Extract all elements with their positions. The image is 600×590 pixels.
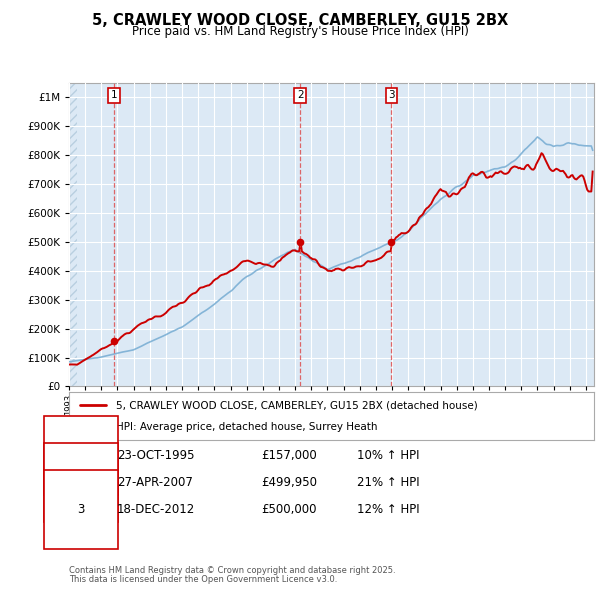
Text: Price paid vs. HM Land Registry's House Price Index (HPI): Price paid vs. HM Land Registry's House … — [131, 25, 469, 38]
Text: 5, CRAWLEY WOOD CLOSE, CAMBERLEY, GU15 2BX: 5, CRAWLEY WOOD CLOSE, CAMBERLEY, GU15 2… — [92, 13, 508, 28]
Text: 23-OCT-1995: 23-OCT-1995 — [117, 449, 194, 462]
Text: 3: 3 — [388, 90, 395, 100]
Text: 27-APR-2007: 27-APR-2007 — [117, 476, 193, 489]
Text: 12% ↑ HPI: 12% ↑ HPI — [357, 503, 419, 516]
Text: 21% ↑ HPI: 21% ↑ HPI — [357, 476, 419, 489]
Text: 2: 2 — [77, 476, 85, 489]
Text: 3: 3 — [77, 503, 85, 516]
Text: HPI: Average price, detached house, Surrey Heath: HPI: Average price, detached house, Surr… — [116, 422, 378, 432]
Text: £499,950: £499,950 — [261, 476, 317, 489]
Text: 1: 1 — [77, 449, 85, 462]
Text: 2: 2 — [297, 90, 304, 100]
Text: Contains HM Land Registry data © Crown copyright and database right 2025.: Contains HM Land Registry data © Crown c… — [69, 566, 395, 575]
Text: 1: 1 — [111, 90, 118, 100]
Text: 10% ↑ HPI: 10% ↑ HPI — [357, 449, 419, 462]
Text: 5, CRAWLEY WOOD CLOSE, CAMBERLEY, GU15 2BX (detached house): 5, CRAWLEY WOOD CLOSE, CAMBERLEY, GU15 2… — [116, 400, 478, 410]
Text: 18-DEC-2012: 18-DEC-2012 — [117, 503, 195, 516]
Text: This data is licensed under the Open Government Licence v3.0.: This data is licensed under the Open Gov… — [69, 575, 337, 584]
Text: £157,000: £157,000 — [261, 449, 317, 462]
Text: £500,000: £500,000 — [261, 503, 317, 516]
